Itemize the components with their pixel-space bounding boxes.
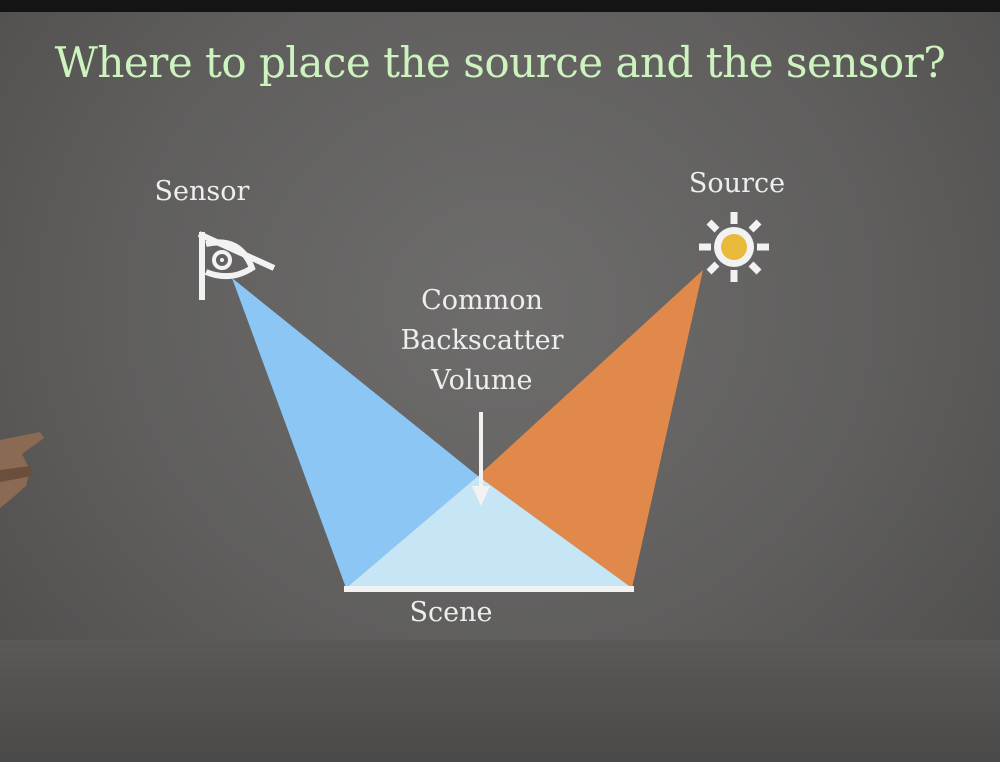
slide-title: Where to place the source and the sensor… <box>54 38 946 87</box>
common-backscatter-volume <box>346 476 632 588</box>
sensor-beam <box>232 278 478 588</box>
source-beam <box>478 270 703 588</box>
source-label: Source <box>688 168 786 199</box>
common-label-line-2: Backscatter <box>400 325 564 356</box>
common-backscatter-volume-label: Common Backscatter Volume <box>392 281 572 401</box>
common-label-line-1: Common <box>421 285 543 316</box>
eye-sensor-icon <box>197 231 276 300</box>
presenter-hand <box>0 432 44 508</box>
projector-frame <box>0 0 1000 12</box>
down-arrow-icon <box>472 412 490 506</box>
common-label-line-3: Volume <box>431 365 533 396</box>
screen-bottom-shade <box>0 640 1000 762</box>
sun-source-icon <box>699 212 769 282</box>
scene-label: Scene <box>409 597 493 628</box>
scene-line <box>344 586 634 592</box>
sensor-label: Sensor <box>154 176 250 207</box>
